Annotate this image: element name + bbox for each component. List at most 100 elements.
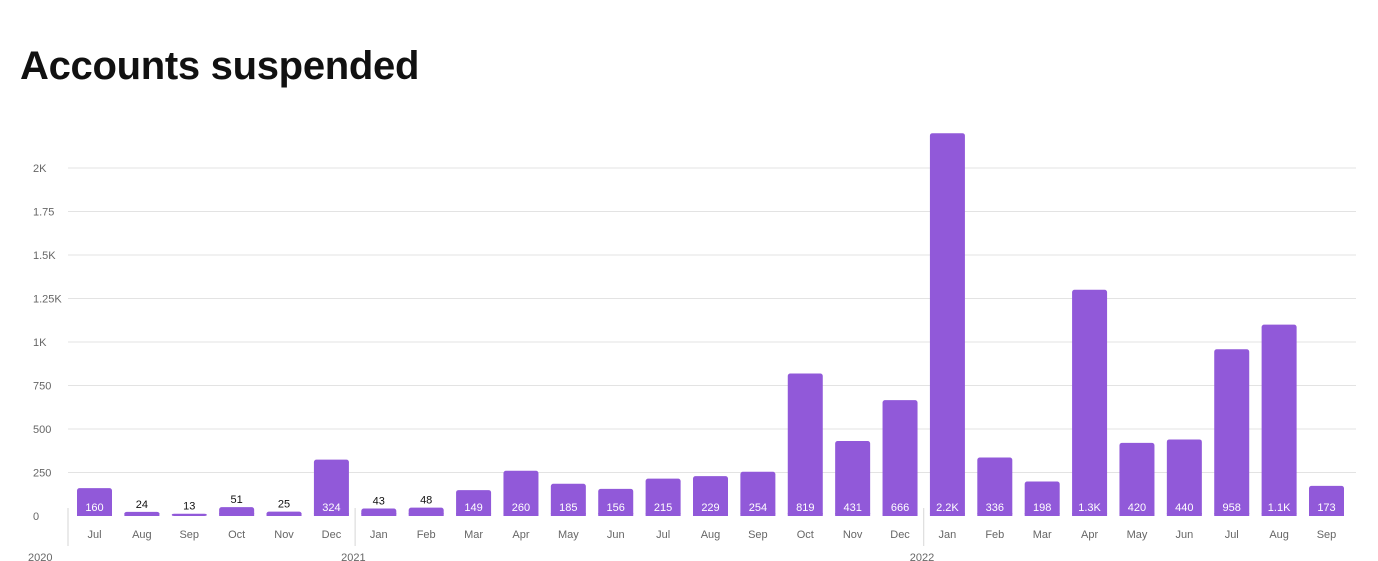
bar [1309, 485, 1344, 516]
x-tick-label: Jul [656, 529, 670, 541]
y-tick-label: 2K [33, 163, 47, 175]
bar [1166, 439, 1202, 516]
data-label: 13 [183, 501, 195, 513]
data-label: 215 [654, 502, 672, 514]
bar-base [1119, 513, 1155, 516]
bar-base [266, 513, 302, 516]
x-tick-label: Aug [1269, 529, 1289, 541]
data-label: 440 [1175, 502, 1193, 514]
bar-base [77, 513, 112, 516]
x-tick-label: Sep [1317, 529, 1337, 541]
bar-base [598, 513, 634, 516]
x-tick-label: Feb [985, 529, 1004, 541]
bar-base [1214, 513, 1250, 516]
data-label: 185 [559, 502, 577, 514]
bar [1261, 324, 1297, 516]
data-label: 24 [136, 499, 148, 511]
y-tick-label: 250 [33, 468, 51, 480]
data-label: 958 [1223, 502, 1241, 514]
x-tick-label: Mar [464, 529, 483, 541]
data-label: 156 [607, 502, 625, 514]
data-label: 2.2K [936, 502, 959, 514]
bar [1024, 481, 1060, 516]
x-tick-label: Aug [132, 529, 152, 541]
y-tick-label: 1.25K [33, 294, 62, 306]
y-tick-label: 500 [33, 424, 51, 436]
bar-base [977, 513, 1013, 516]
data-label: 160 [85, 502, 103, 514]
bar [77, 488, 112, 516]
chart-title: Accounts suspended [20, 44, 420, 88]
data-label: 324 [322, 502, 340, 514]
bar [598, 488, 634, 516]
bar-base [550, 513, 586, 516]
bar-base [835, 513, 871, 516]
bar-base [361, 513, 397, 516]
bar [456, 490, 492, 516]
bar [550, 483, 586, 516]
x-tick-label: Apr [1081, 529, 1098, 541]
bar [693, 476, 728, 516]
bar [1214, 349, 1250, 516]
bar [787, 373, 823, 516]
data-label: 48 [420, 495, 432, 507]
data-label: 1.3K [1078, 502, 1101, 514]
x-tick-label: Nov [843, 529, 863, 541]
bar-base [740, 513, 776, 516]
bar-base [929, 513, 965, 516]
bar [1072, 289, 1108, 516]
bar [929, 133, 965, 516]
data-label: 420 [1128, 502, 1146, 514]
bar-base [693, 513, 728, 516]
bar-base [787, 513, 823, 516]
y-tick-label: 750 [33, 381, 51, 393]
x-tick-label: Sep [179, 529, 199, 541]
bar-base [1072, 513, 1108, 516]
x-tick-label: Oct [797, 529, 814, 541]
bar [645, 478, 681, 516]
bar [977, 457, 1013, 516]
data-label: 666 [891, 502, 909, 514]
bar [835, 441, 871, 516]
data-label: 1.1K [1268, 502, 1291, 514]
y-tick-label: 1.5K [33, 250, 56, 262]
x-tick-label: Dec [322, 529, 342, 541]
bar-base [456, 513, 492, 516]
y-tick-label: 1.75 [33, 207, 54, 219]
data-label: 198 [1033, 502, 1051, 514]
x-tick-label: Dec [890, 529, 910, 541]
data-label: 260 [512, 502, 530, 514]
x-tick-label: Apr [512, 529, 529, 541]
data-label: 51 [231, 494, 243, 506]
year-label: 2020 [28, 552, 52, 561]
bar-base [1024, 513, 1060, 516]
bar-base [503, 513, 539, 516]
bar-base [124, 513, 160, 516]
data-label: 149 [464, 502, 482, 514]
x-tick-label: Jan [939, 529, 957, 541]
bar-base [1309, 513, 1344, 516]
data-label: 43 [373, 496, 385, 508]
bar-base [219, 513, 255, 516]
x-tick-label: May [558, 529, 579, 541]
data-label: 431 [843, 502, 861, 514]
bar [171, 513, 207, 516]
bar [882, 400, 918, 516]
x-tick-label: Feb [417, 529, 436, 541]
year-label: 2022 [910, 552, 934, 561]
x-tick-label: May [1127, 529, 1148, 541]
year-label: 2021 [341, 552, 365, 561]
x-tick-label: Nov [274, 529, 294, 541]
x-tick-label: Jun [607, 529, 625, 541]
bar [1119, 442, 1155, 516]
data-label: 173 [1317, 502, 1335, 514]
x-tick-label: Jun [1175, 529, 1193, 541]
data-label: 336 [986, 502, 1004, 514]
bar-base [313, 513, 349, 516]
data-label: 819 [796, 502, 814, 514]
x-tick-label: Jul [1225, 529, 1239, 541]
x-tick-label: Aug [701, 529, 721, 541]
bar-base [882, 513, 918, 516]
x-tick-label: Oct [228, 529, 245, 541]
